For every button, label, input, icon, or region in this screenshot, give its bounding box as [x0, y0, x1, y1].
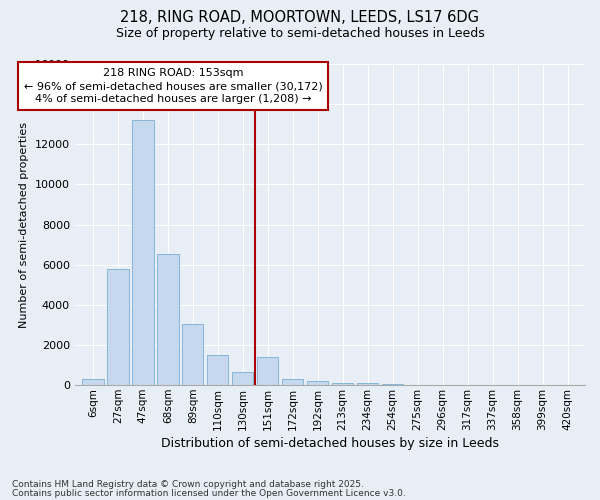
Bar — [357, 383, 379, 385]
Text: 218 RING ROAD: 153sqm
← 96% of semi-detached houses are smaller (30,172)
4% of s: 218 RING ROAD: 153sqm ← 96% of semi-deta… — [23, 68, 322, 104]
Bar — [82, 379, 104, 385]
Bar — [282, 378, 304, 385]
X-axis label: Distribution of semi-detached houses by size in Leeds: Distribution of semi-detached houses by … — [161, 437, 499, 450]
Bar — [232, 372, 253, 385]
Bar — [382, 384, 403, 385]
Text: Contains public sector information licensed under the Open Government Licence v3: Contains public sector information licen… — [12, 488, 406, 498]
Bar — [107, 268, 128, 385]
Bar — [307, 381, 328, 385]
Text: Size of property relative to semi-detached houses in Leeds: Size of property relative to semi-detach… — [116, 28, 484, 40]
Text: Contains HM Land Registry data © Crown copyright and database right 2025.: Contains HM Land Registry data © Crown c… — [12, 480, 364, 489]
Y-axis label: Number of semi-detached properties: Number of semi-detached properties — [19, 122, 29, 328]
Bar — [157, 254, 179, 385]
Text: 218, RING ROAD, MOORTOWN, LEEDS, LS17 6DG: 218, RING ROAD, MOORTOWN, LEEDS, LS17 6D… — [121, 10, 479, 25]
Bar — [132, 120, 154, 385]
Bar — [182, 324, 203, 385]
Bar — [207, 356, 229, 385]
Bar — [257, 357, 278, 385]
Bar — [332, 382, 353, 385]
